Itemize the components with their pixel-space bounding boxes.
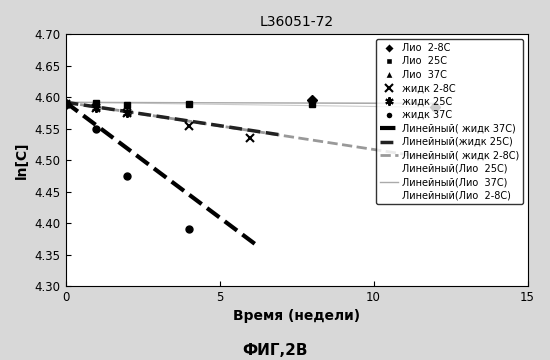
Legend: Лио  2-8С, Лио  25С, Лио  37С, жидк 2-8С, жидк 25С, жидк 37С, Линейный( жидк 37С: Лио 2-8С, Лио 25С, Лио 37С, жидк 2-8С, ж… xyxy=(376,39,522,204)
X-axis label: Время (недели): Время (недели) xyxy=(233,309,360,323)
Title: L36051-72: L36051-72 xyxy=(260,15,334,29)
Y-axis label: ln[C]: ln[C] xyxy=(15,141,29,179)
Text: ФИГ,2В: ФИГ,2В xyxy=(242,343,308,358)
